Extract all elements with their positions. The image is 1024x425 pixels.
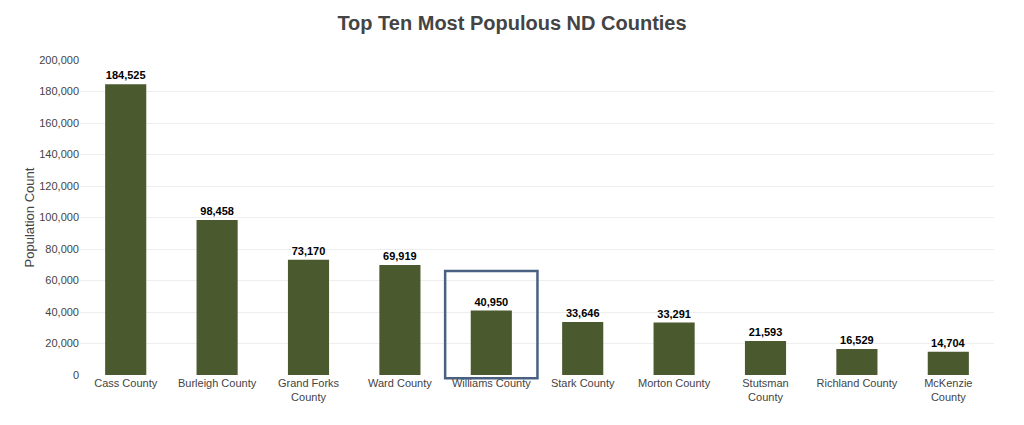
svg-text:Stark County: Stark County <box>551 377 615 389</box>
svg-text:Richland County: Richland County <box>817 377 898 389</box>
svg-text:120,000: 120,000 <box>39 180 79 192</box>
svg-text:60,000: 60,000 <box>45 274 79 286</box>
svg-text:180,000: 180,000 <box>39 85 79 97</box>
svg-text:21,593: 21,593 <box>749 326 783 338</box>
svg-text:20,000: 20,000 <box>45 337 79 349</box>
svg-text:0: 0 <box>73 369 79 381</box>
svg-text:40,950: 40,950 <box>474 296 508 308</box>
svg-text:Population Count: Population Count <box>22 167 37 267</box>
svg-text:Top Ten Most Populous ND Count: Top Ten Most Populous ND Counties <box>337 12 686 34</box>
svg-text:80,000: 80,000 <box>45 243 79 255</box>
svg-text:14,704: 14,704 <box>931 337 966 349</box>
svg-text:16,529: 16,529 <box>840 334 874 346</box>
svg-text:Burleigh County: Burleigh County <box>178 377 257 389</box>
svg-text:McKenzieCounty: McKenzieCounty <box>924 377 972 403</box>
svg-text:33,646: 33,646 <box>566 307 600 319</box>
svg-text:73,170: 73,170 <box>292 245 326 257</box>
svg-text:98,458: 98,458 <box>200 205 234 217</box>
svg-text:100,000: 100,000 <box>39 211 79 223</box>
svg-text:160,000: 160,000 <box>39 117 79 129</box>
svg-text:StutsmanCounty: StutsmanCounty <box>742 377 788 403</box>
svg-text:69,919: 69,919 <box>383 250 417 262</box>
svg-text:Cass County: Cass County <box>94 377 157 389</box>
svg-text:33,291: 33,291 <box>657 308 691 320</box>
svg-text:Ward County: Ward County <box>368 377 432 389</box>
svg-text:Grand ForksCounty: Grand ForksCounty <box>278 377 340 403</box>
svg-text:40,000: 40,000 <box>45 306 79 318</box>
svg-text:Morton County: Morton County <box>638 377 711 389</box>
svg-text:Williams County: Williams County <box>452 377 531 389</box>
svg-text:140,000: 140,000 <box>39 148 79 160</box>
svg-text:184,525: 184,525 <box>106 69 146 81</box>
svg-text:200,000: 200,000 <box>39 54 79 66</box>
